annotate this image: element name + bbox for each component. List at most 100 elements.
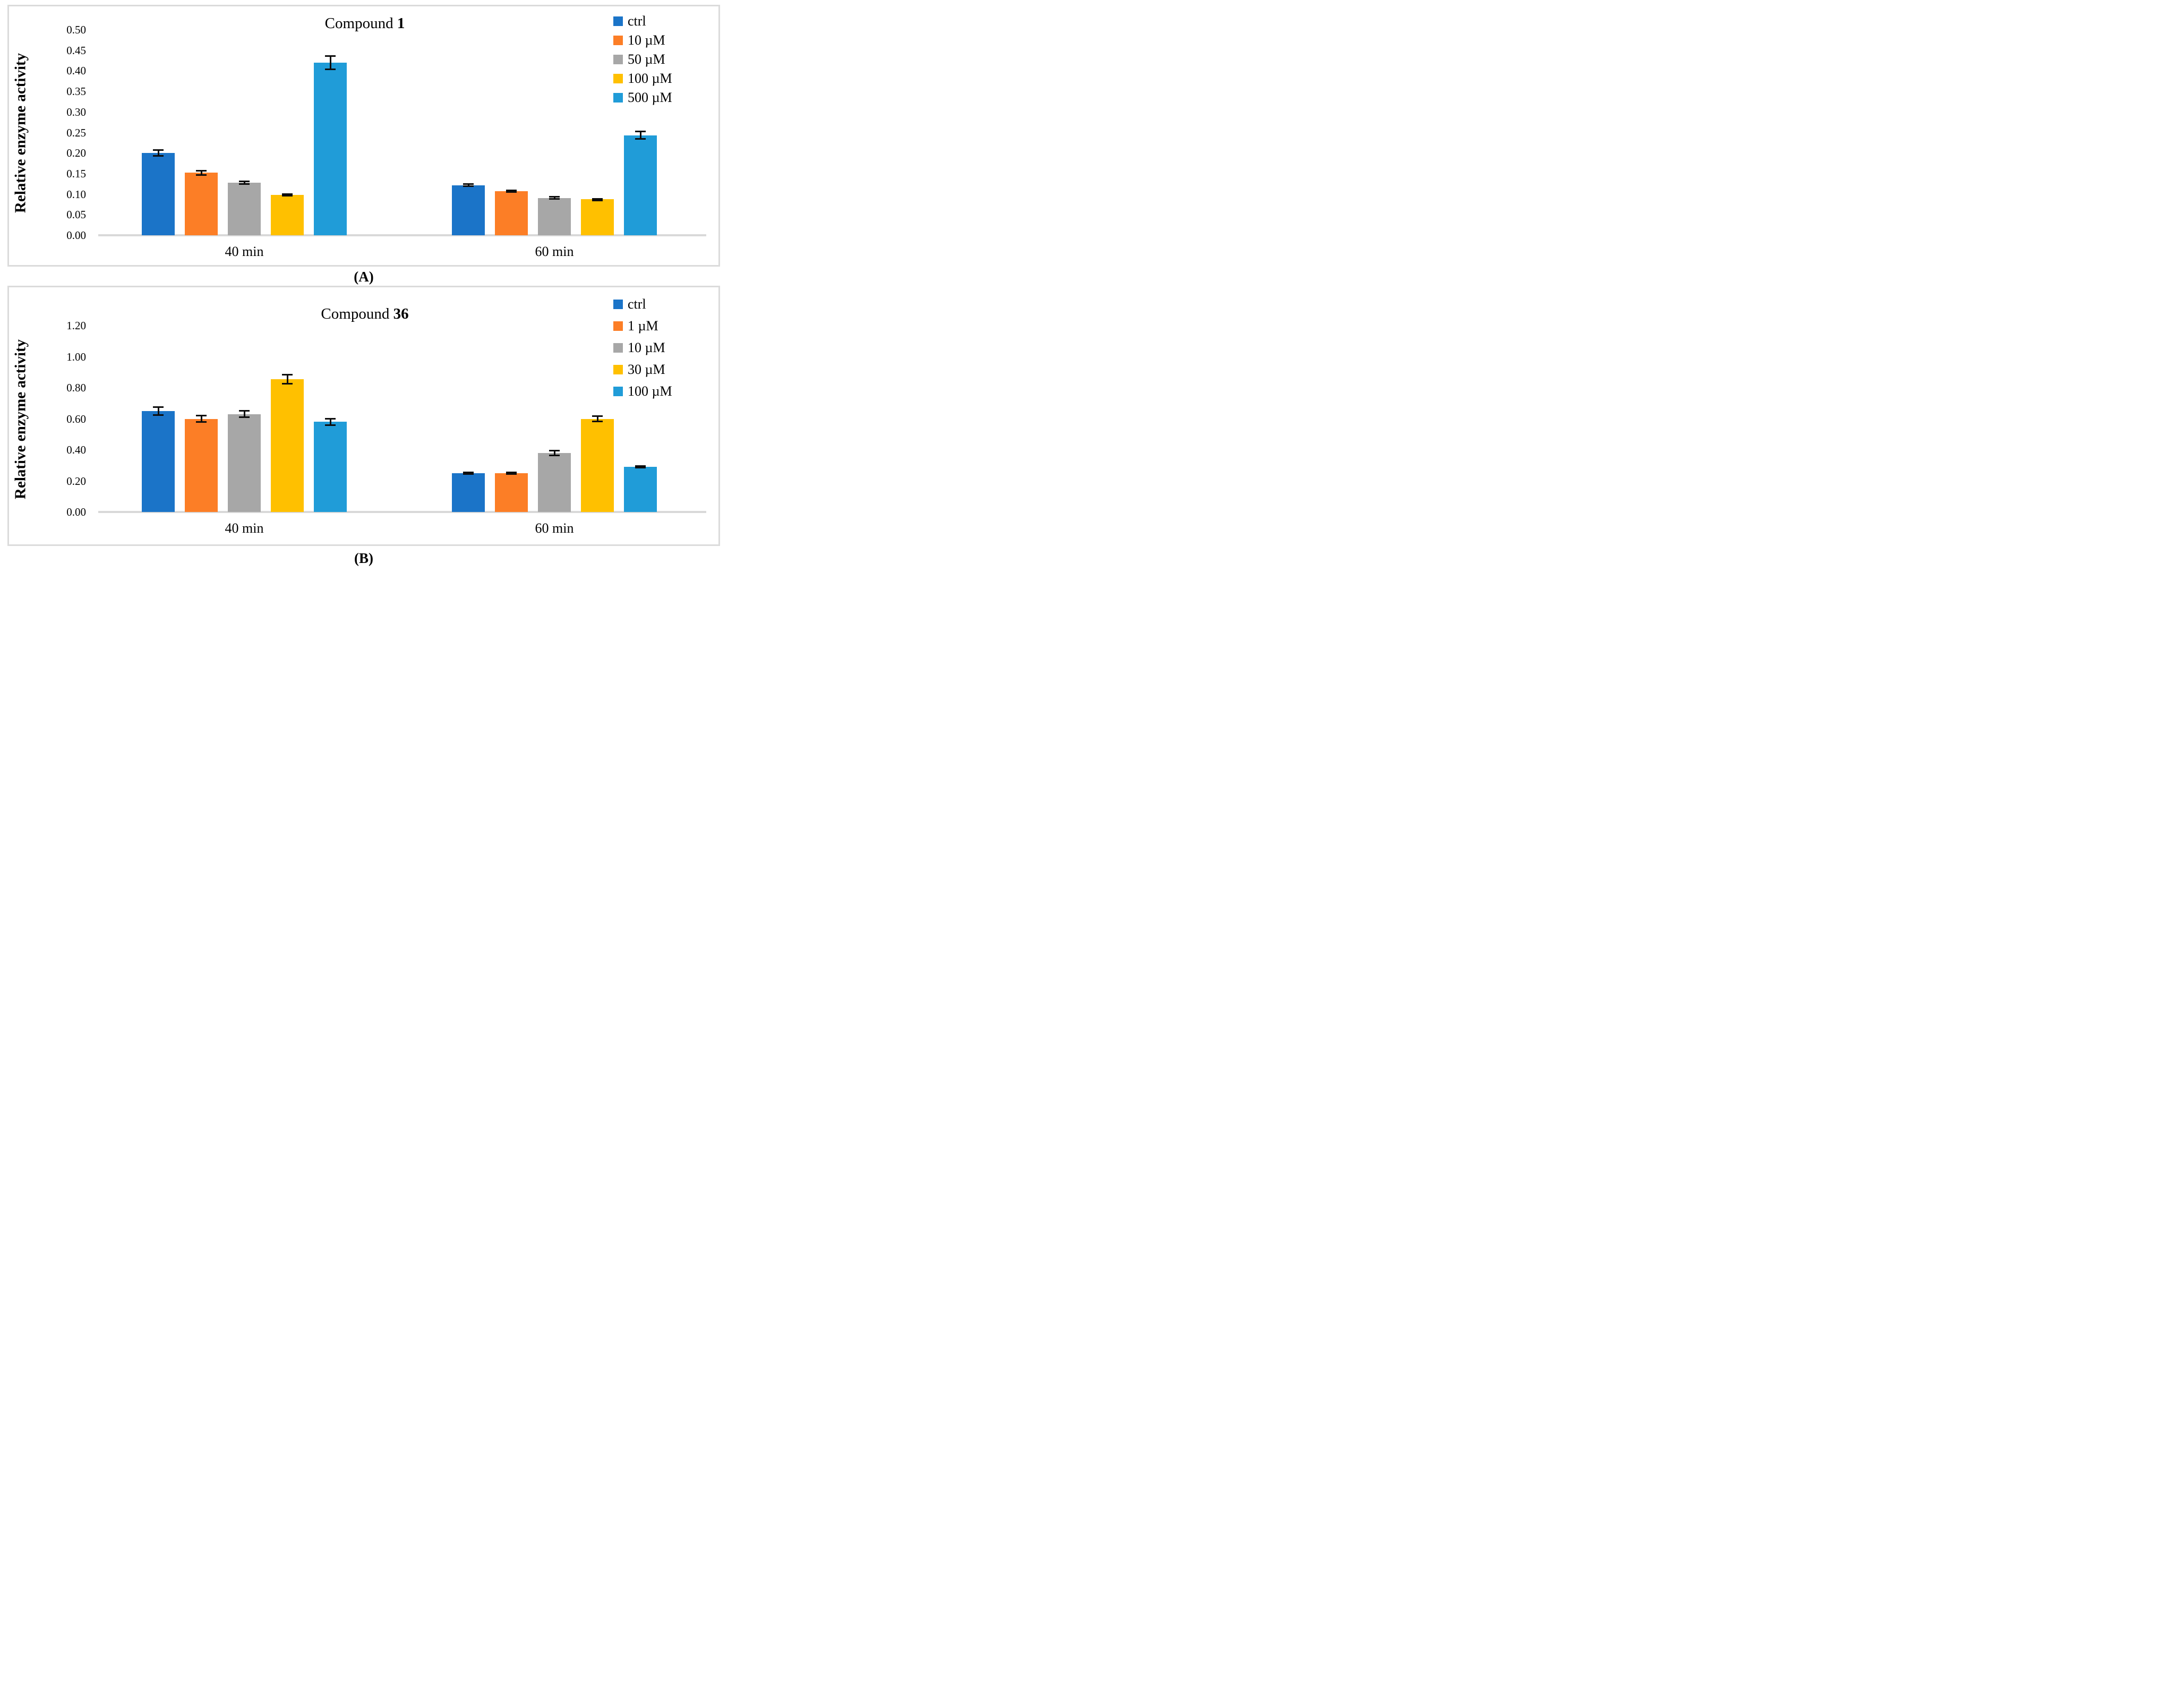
- chart-title-number: 1: [397, 15, 405, 32]
- error-bar: [282, 373, 293, 385]
- legend-item: 500 µM: [613, 90, 672, 105]
- y-tick-label: 0.45: [66, 44, 86, 57]
- legend-label: 10 µM: [628, 32, 665, 48]
- legend-item: 30 µM: [613, 362, 672, 377]
- category-label: 60 min: [535, 520, 574, 536]
- bar-1µM-40min: [185, 419, 218, 512]
- bar-ctrl-60min: [452, 473, 485, 512]
- legend-item: 50 µM: [613, 52, 672, 67]
- legend-swatch: [613, 74, 623, 83]
- error-bar-stem: [243, 412, 245, 417]
- legend-label: ctrl: [628, 296, 646, 312]
- error-bar-stem: [467, 184, 469, 186]
- y-tick-label: 0.00: [66, 506, 86, 518]
- error-bar: [549, 450, 560, 456]
- error-bar: [592, 198, 603, 201]
- legend-label: 500 µM: [628, 90, 672, 105]
- bar-10µM-60min: [495, 191, 528, 235]
- error-bar: [635, 465, 646, 469]
- legend-swatch: [613, 300, 623, 309]
- bar-30µM-60min: [581, 419, 614, 512]
- bar-ctrl-40min: [142, 153, 175, 235]
- bar-10µM-40min: [228, 414, 261, 512]
- bar-10µM-60min: [538, 452, 571, 512]
- y-tick-label: 0.40: [66, 64, 86, 78]
- error-bar-stem: [553, 451, 555, 455]
- legend: ctrl 1 µM 10 µM 30 µM 100 µM: [613, 297, 672, 399]
- x-axis-line: [98, 234, 706, 236]
- bar-ctrl-40min: [142, 411, 175, 512]
- legend-item: 1 µM: [613, 319, 672, 334]
- y-tick-label: 0.60: [66, 412, 86, 425]
- bar-30µM-40min: [271, 379, 304, 512]
- error-bar-stem: [329, 56, 331, 69]
- bar-50µM-60min: [538, 198, 571, 235]
- legend-swatch: [613, 387, 623, 396]
- error-bar-stem: [157, 408, 159, 414]
- legend-label: ctrl: [628, 13, 646, 29]
- legend-swatch: [613, 343, 623, 353]
- caption-a: (A): [354, 269, 374, 285]
- caption-b: (B): [354, 550, 373, 566]
- error-bar: [325, 417, 336, 426]
- legend-label: 100 µM: [628, 383, 672, 399]
- error-bar: [506, 190, 517, 193]
- legend-swatch: [613, 16, 623, 26]
- legend-swatch: [613, 321, 623, 331]
- error-bar-stem: [329, 419, 331, 424]
- y-tick-label: 0.80: [66, 381, 86, 394]
- error-bar: [635, 131, 646, 140]
- bar-10µM-40min: [185, 173, 218, 235]
- error-bar: [239, 181, 250, 185]
- chart-title: Compound 1: [99, 15, 630, 32]
- panel-compound-1: Compound 1 Relative enzyme activity ctrl…: [7, 5, 720, 267]
- y-tick-label: 0.10: [66, 187, 86, 201]
- category-label: 40 min: [225, 520, 264, 536]
- bar-1µM-60min: [495, 473, 528, 512]
- legend-item: 100 µM: [613, 71, 672, 86]
- error-bar: [239, 410, 250, 419]
- y-tick-label: 1.00: [66, 350, 86, 363]
- bar-100µM-40min: [271, 195, 304, 235]
- error-bar: [325, 55, 336, 70]
- chart-title-text: Compound: [324, 15, 397, 32]
- error-bar: [196, 169, 207, 176]
- legend-label: 30 µM: [628, 362, 665, 377]
- bar-ctrl-60min: [452, 185, 485, 235]
- x-axis-line: [98, 511, 706, 513]
- bar-500µM-60min: [624, 135, 657, 235]
- y-tick-label: 0.25: [66, 126, 86, 139]
- legend-label: 100 µM: [628, 71, 672, 86]
- y-tick-label: 0.15: [66, 167, 86, 180]
- y-tick-label: 0.35: [66, 85, 86, 98]
- y-tick-label: 0.20: [66, 147, 86, 160]
- legend-label: 1 µM: [628, 318, 658, 334]
- legend-item: 10 µM: [613, 33, 672, 48]
- legend-item: ctrl: [613, 14, 672, 29]
- error-bar: [463, 183, 474, 187]
- legend-swatch: [613, 365, 623, 374]
- chart-title-text: Compound: [321, 305, 393, 322]
- error-bar: [153, 406, 164, 416]
- error-bar: [153, 149, 164, 157]
- bar-100µM-60min: [581, 199, 614, 235]
- error-bar: [463, 471, 474, 475]
- y-tick-label: 0.50: [66, 23, 86, 36]
- legend-swatch: [613, 55, 623, 64]
- legend-item: 100 µM: [613, 384, 672, 399]
- error-bar: [592, 415, 603, 423]
- legend-swatch: [613, 93, 623, 103]
- error-bar-stem: [157, 151, 159, 156]
- legend-item: 10 µM: [613, 340, 672, 355]
- error-bar: [196, 414, 207, 423]
- error-bar: [282, 193, 293, 197]
- category-label: 60 min: [535, 244, 574, 259]
- y-tick-label: 0.20: [66, 474, 86, 488]
- y-tick-label: 0.40: [66, 443, 86, 456]
- y-tick-label: 0.00: [66, 229, 86, 242]
- bar-50µM-40min: [228, 182, 261, 235]
- error-bar-stem: [243, 182, 245, 183]
- error-bar: [549, 196, 560, 200]
- legend-label: 50 µM: [628, 52, 665, 67]
- error-bar-stem: [596, 416, 598, 421]
